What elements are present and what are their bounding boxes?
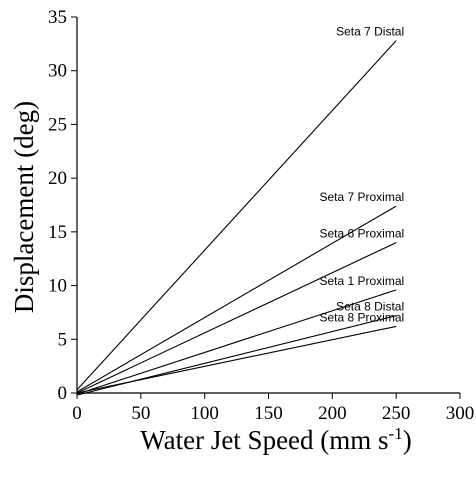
x-tick-label: 300 xyxy=(446,403,475,424)
series-lines xyxy=(76,40,397,396)
series-line xyxy=(76,40,397,391)
series-label: Seta 6 Proximal xyxy=(319,227,404,241)
y-tick-label: 10 xyxy=(48,276,67,297)
series-labels: Seta 7 Distal Seta 7 Proximal Seta 6 Proxi… xyxy=(319,25,404,325)
x-tick-label: 250 xyxy=(382,403,411,424)
x-tick-label: 100 xyxy=(190,403,219,424)
series-label: Seta 1 Proximal xyxy=(319,274,404,288)
x-tick-label: 50 xyxy=(131,403,150,424)
y-tick-label: 5 xyxy=(58,329,68,350)
x-axis-title: Water Jet Speed (mm s-1) xyxy=(140,424,411,455)
series-line xyxy=(76,205,397,393)
series-label: Seta 8 Distal xyxy=(336,300,404,314)
series-label: Seta 7 Proximal xyxy=(319,190,404,204)
y-axis-ticks: 0 5 10 15 20 25 30 35 xyxy=(48,7,77,404)
x-axis-title-close: ) xyxy=(403,425,412,455)
y-tick-label: 20 xyxy=(48,168,67,189)
x-axis-title-text: Water Jet Speed (mm s xyxy=(140,425,388,455)
y-tick-label: 35 xyxy=(48,7,67,28)
x-tick-label: 150 xyxy=(254,403,283,424)
x-tick-label: 0 xyxy=(72,403,82,424)
y-tick-label: 25 xyxy=(48,114,67,135)
y-axis-title: Displacement (deg) xyxy=(9,101,39,313)
series-line xyxy=(76,289,397,395)
axes xyxy=(76,17,460,394)
y-tick-label: 15 xyxy=(48,222,67,243)
x-axis-ticks: 0 50 100 150 200 250 300 xyxy=(72,393,474,424)
y-tick-label: 30 xyxy=(48,61,67,82)
x-tick-label: 200 xyxy=(318,403,347,424)
series-line xyxy=(76,242,397,394)
x-axis-title-superscript: -1 xyxy=(389,424,403,443)
y-tick-label: 0 xyxy=(58,383,68,404)
series-line xyxy=(76,325,397,394)
series-label: Seta 8 Proximal xyxy=(319,310,404,324)
series-label: Seta 7 Distal xyxy=(336,25,404,39)
